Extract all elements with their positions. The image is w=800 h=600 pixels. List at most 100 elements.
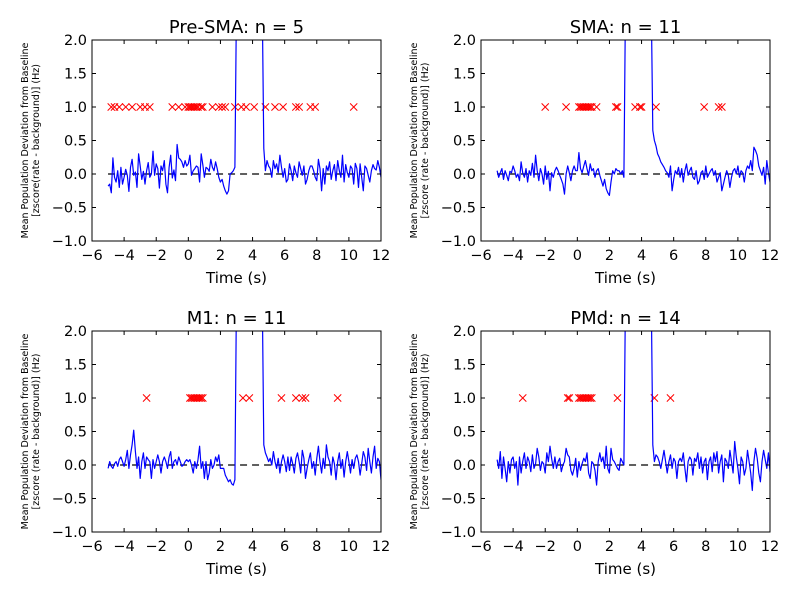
x-tick-label: 2	[605, 248, 614, 264]
event-marker-stroke	[349, 103, 358, 111]
event-marker	[145, 103, 154, 111]
y-tick-label: 0.0	[453, 458, 476, 474]
y-axis-label-line: [zscore (rate - background)] (Hz)	[420, 354, 431, 510]
event-marker-stroke	[592, 103, 601, 111]
y-tick-label: 0.5	[453, 425, 476, 441]
subplot-sma: −6 −4 −2 0 2 4 6 8 10 12 −1.0 −0.5 0.0 0.5 1.0 1.5 2.0 SM…	[409, 17, 779, 287]
event-marker-stroke	[218, 103, 227, 111]
event-marker	[584, 394, 593, 402]
event-marker	[271, 103, 279, 111]
event-marker-stroke	[221, 103, 230, 111]
subplot-m1: −6 −4 −2 0 2 4 6 8 10 12 −1.0 −0.5 0.0 0.5 1.0 1.5 2.0 M1…	[20, 308, 390, 578]
x-tick-label: −2	[535, 248, 556, 264]
event-marker	[587, 394, 596, 402]
y-axis-label-line: [zscore(rate - background)] (Hz)	[31, 64, 42, 217]
event-marker-stroke	[107, 103, 116, 111]
event-marker	[562, 103, 571, 111]
subplot-pre-sma: −6 −4 −2 0 2 4 6 8 10 12 −1.0 −0.5 0.0 0.5 1.0 1.5 2.0 Pr…	[20, 17, 390, 287]
event-marker	[121, 103, 130, 111]
event-marker-stroke	[197, 394, 206, 402]
event-marker-stroke	[613, 103, 622, 111]
y-tick-label: 2.0	[453, 324, 476, 340]
event-marker-stroke	[518, 394, 527, 402]
x-tick-label: 8	[312, 539, 321, 555]
y-tick-label: 0.0	[64, 167, 87, 183]
y-tick-label: −1.0	[441, 525, 476, 541]
event-marker	[635, 103, 644, 111]
event-marker-stroke	[238, 394, 247, 402]
x-tick-label: 8	[701, 539, 710, 555]
event-marker-stroke	[198, 103, 207, 111]
event-marker	[279, 103, 288, 111]
event-marker	[295, 103, 304, 111]
x-tick-label: 4	[248, 248, 257, 264]
y-tick-label: 1.0	[64, 100, 87, 116]
y-axis-label-line: Mean Population Deviation from Baseline	[409, 42, 420, 238]
event-marker-stroke	[214, 103, 223, 111]
chart-title: SMA: n = 11	[570, 17, 682, 38]
x-tick-label: 6	[280, 539, 289, 555]
event-marker	[298, 394, 307, 402]
x-tick-label: −4	[113, 248, 134, 264]
event-marker	[717, 103, 726, 111]
event-marker	[250, 103, 259, 111]
y-tick-label: 0.5	[64, 425, 87, 441]
y-tick-label: 1.5	[453, 358, 476, 374]
x-tick-label: 0	[184, 248, 193, 264]
event-marker-stroke	[121, 103, 130, 111]
population-trace	[107, 331, 381, 486]
event-marker	[311, 103, 320, 111]
event-marker-stroke	[279, 103, 288, 111]
x-tick-label: 0	[573, 539, 582, 555]
x-tick-label: 0	[573, 248, 582, 264]
x-tick-label: 6	[669, 248, 678, 264]
event-marker	[563, 394, 572, 402]
event-marker	[221, 103, 230, 111]
y-axis-label-line: Mean Population Deviation from Baseline	[409, 333, 420, 529]
y-tick-label: 1.0	[64, 391, 87, 407]
event-marker-stroke	[197, 103, 206, 111]
event-markers	[541, 103, 726, 111]
y-tick-label: 1.5	[64, 67, 87, 83]
event-marker-stroke	[128, 103, 137, 111]
x-tick-label: 4	[637, 248, 646, 264]
x-tick-label: 10	[340, 248, 358, 264]
x-tick-label: 10	[729, 248, 747, 264]
event-marker-stroke	[208, 103, 217, 111]
x-tick-label: −2	[535, 539, 556, 555]
event-marker-stroke	[295, 103, 304, 111]
y-axis-label-line: Mean Population Deviation from Baseline	[20, 333, 31, 529]
event-marker-stroke	[168, 103, 177, 111]
y-axis-label: Mean Population Deviation from Baseline[…	[409, 333, 431, 529]
event-marker	[586, 394, 595, 402]
x-tick-label: 12	[761, 248, 779, 264]
chart-title: Pre-SMA: n = 5	[169, 17, 304, 38]
event-marker	[214, 103, 223, 111]
event-marker	[245, 394, 254, 402]
event-marker	[611, 103, 620, 111]
event-marker	[301, 394, 310, 402]
y-tick-label: −0.5	[441, 201, 476, 217]
plot-frame	[480, 330, 771, 533]
event-marker	[700, 103, 709, 111]
event-marker-stroke	[611, 103, 620, 111]
event-marker-stroke	[563, 394, 572, 402]
x-axis-label: Time (s)	[594, 269, 656, 287]
event-marker-stroke	[250, 103, 259, 111]
x-tick-label: 6	[669, 539, 678, 555]
event-marker	[291, 103, 300, 111]
x-tick-label: 4	[637, 539, 646, 555]
plot-frame	[480, 39, 771, 242]
event-marker-stroke	[301, 394, 310, 402]
event-marker	[197, 394, 206, 402]
event-marker-stroke	[565, 394, 574, 402]
chart-title: M1: n = 11	[187, 308, 287, 329]
x-tick-label: 4	[248, 539, 257, 555]
y-tick-label: −1.0	[52, 234, 87, 250]
event-marker	[666, 394, 675, 402]
y-axis-label: Mean Population Deviation from Baseline[…	[409, 42, 431, 238]
event-marker	[174, 103, 183, 111]
chart-title: PMd: n = 14	[570, 308, 680, 329]
y-axis-label-line: Mean Population Deviation from Baseline	[20, 42, 31, 238]
